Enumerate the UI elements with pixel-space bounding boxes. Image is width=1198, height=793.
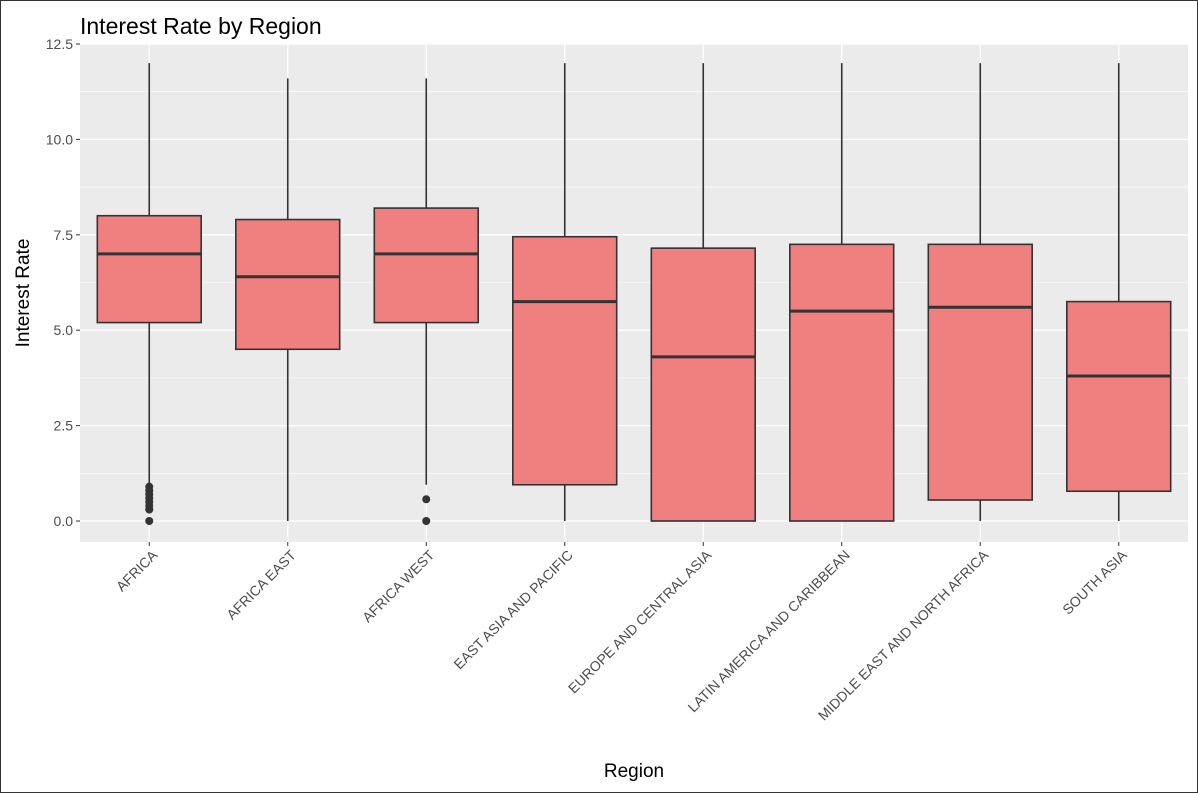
box-iqr [927, 243, 1033, 501]
y-tick-label: 10.0 [46, 131, 73, 147]
x-tick-label: AFRICA WEST [359, 546, 438, 625]
box-iqr [789, 243, 895, 522]
x-axis-ticks: AFRICA AFRICA EAST AFRICA WEST EAST ASIA AN… [113, 542, 1130, 723]
box-africa-east [235, 78, 341, 522]
y-tick-label: 2.5 [54, 418, 74, 434]
box-east-asia-and-pacific [512, 63, 618, 522]
x-tick-label: AFRICA EAST [223, 546, 299, 622]
box-europe-and-central-asia [650, 63, 756, 522]
box-iqr [373, 207, 479, 324]
x-tick-label: EAST ASIA AND PACIFIC [450, 547, 575, 672]
y-axis-ticks: 0.0 2.5 5.0 7.5 10.0 12.5 [46, 36, 80, 529]
outlier-point [422, 495, 431, 504]
x-tick-label: LATIN AMERICA AND CARIBBEAN [684, 547, 852, 715]
box-middle-east-and-north-africa [927, 63, 1033, 522]
y-tick-label: 0.0 [54, 513, 74, 529]
x-tick-label: SOUTH ASIA [1059, 546, 1130, 617]
x-tick-label: MIDDLE EAST AND NORTH AFRICA [815, 546, 992, 723]
y-tick-label: 5.0 [54, 322, 74, 338]
y-axis-title: Interest Rate [13, 239, 34, 348]
box-iqr [512, 235, 618, 486]
box-iqr [650, 247, 756, 522]
x-tick-label: AFRICA [113, 546, 161, 594]
box-series [96, 63, 1172, 526]
chart-title: Interest Rate by Region [80, 13, 322, 39]
box-south-asia [1066, 63, 1172, 522]
x-tick-label: EUROPE AND CENTRAL ASIA [565, 546, 715, 696]
outlier-point [145, 517, 154, 526]
outlier-point [145, 482, 154, 491]
box-africa [96, 63, 202, 526]
box-iqr [235, 218, 341, 351]
x-axis-title: Region [604, 761, 664, 782]
y-tick-label: 12.5 [46, 36, 73, 52]
y-tick-label: 7.5 [54, 227, 74, 243]
outlier-point [422, 517, 431, 526]
box-iqr [1066, 300, 1172, 493]
box-africa-west [373, 78, 479, 526]
box-latin-america-and-caribbean [789, 63, 895, 522]
box-iqr [96, 214, 202, 324]
